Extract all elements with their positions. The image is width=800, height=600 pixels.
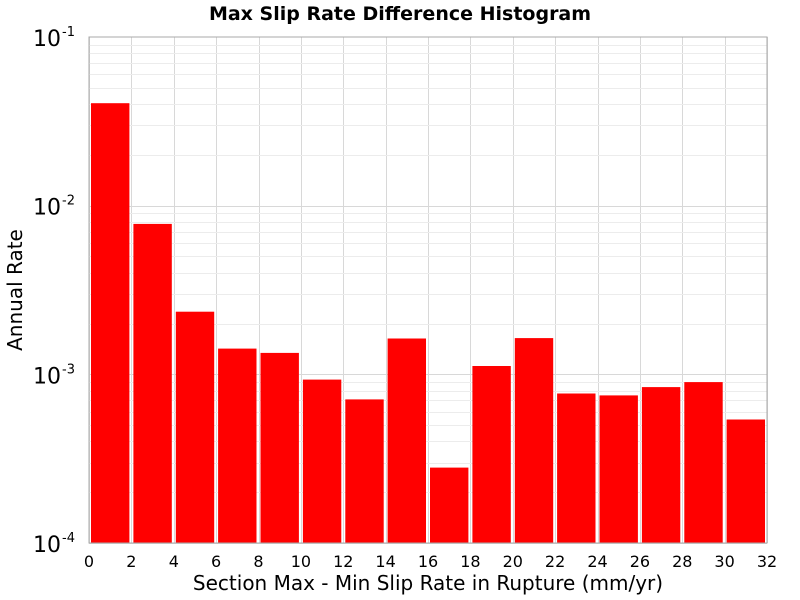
- x-tick-label: 30: [714, 552, 734, 571]
- bar: [345, 399, 384, 543]
- bar: [91, 103, 130, 543]
- x-tick-label: 28: [672, 552, 692, 571]
- x-tick-label: 32: [757, 552, 777, 571]
- bars: [91, 103, 765, 543]
- x-tick-label: 0: [84, 552, 94, 571]
- bar: [472, 366, 511, 543]
- bar: [302, 379, 342, 543]
- y-axis-ticks: 10-410-310-210-1: [33, 25, 75, 558]
- bar: [387, 338, 426, 543]
- x-tick-label: 24: [587, 552, 607, 571]
- x-axis-ticks: 0 2 4 6 8 10 12 14 16 18 20 22 24 26 28 30 32: [84, 552, 777, 571]
- bar: [599, 395, 638, 543]
- bar: [218, 348, 257, 543]
- x-tick-label: 12: [333, 552, 353, 571]
- x-tick-label: 22: [545, 552, 565, 571]
- x-tick-label: 20: [503, 552, 523, 571]
- y-tick-exponent: -4: [62, 531, 75, 546]
- bar: [514, 338, 554, 543]
- bar: [684, 382, 723, 543]
- bar: [260, 352, 299, 543]
- y-axis-label: Annual Rate: [3, 229, 27, 351]
- y-tick-label: 10: [33, 364, 61, 389]
- bar: [726, 419, 765, 543]
- bar: [175, 311, 215, 543]
- y-tick-exponent: -1: [62, 25, 75, 40]
- y-tick-exponent: -2: [62, 194, 75, 209]
- x-tick-label: 18: [460, 552, 480, 571]
- x-tick-label: 4: [169, 552, 179, 571]
- x-axis-label: Section Max - Min Slip Rate in Rupture (…: [193, 571, 663, 595]
- y-tick-exponent: -3: [62, 362, 75, 377]
- y-tick-label: 10: [33, 533, 61, 558]
- plot-area-border: [88, 36, 768, 544]
- bar: [133, 223, 172, 543]
- bar: [430, 467, 469, 543]
- y-tick-label: 10: [33, 27, 61, 52]
- y-tick-label: 10: [33, 196, 61, 221]
- x-tick-label: 8: [253, 552, 263, 571]
- bar: [641, 387, 681, 543]
- x-tick-label: 10: [291, 552, 311, 571]
- bar: [557, 393, 596, 543]
- x-tick-label: 14: [375, 552, 395, 571]
- x-tick-label: 26: [630, 552, 650, 571]
- x-tick-label: 2: [126, 552, 136, 571]
- chart-title: Max Slip Rate Difference Histogram: [209, 3, 591, 25]
- x-tick-label: 6: [211, 552, 221, 571]
- x-tick-label: 16: [418, 552, 438, 571]
